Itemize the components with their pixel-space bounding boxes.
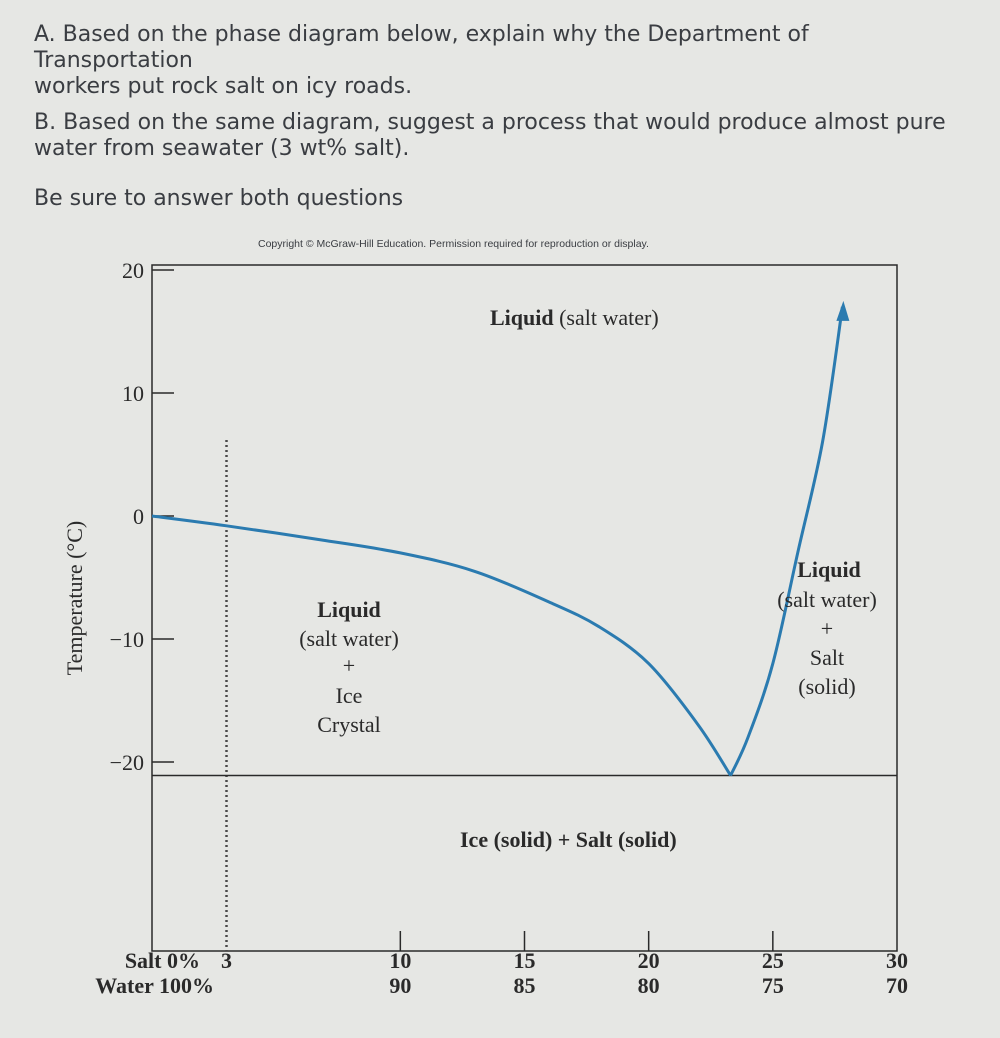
region-liquid-ice-line4: Ice <box>336 683 363 708</box>
region-liquid-salt-line1: Liquid <box>797 557 861 582</box>
question-b-line2: water from seawater (3 wt% salt). <box>34 136 410 161</box>
region-liquid-salt-line3: + <box>821 616 833 641</box>
x-tick-water-label-0: Water 100% <box>95 973 214 998</box>
question-a-line2: workers put rock salt on icy roads. <box>34 74 413 99</box>
region-liquid-ice-line1: Liquid <box>317 597 381 622</box>
y-tick-label-0: 20 <box>122 258 144 283</box>
region-liquid-top: Liquid (salt water) <box>490 305 659 330</box>
x-tick-water-label-6: 70 <box>886 973 908 998</box>
plot-marks <box>151 300 897 951</box>
x-tick-water-label-2: 90 <box>389 973 411 998</box>
copyright-notice: Copyright © McGraw-Hill Education. Permi… <box>258 238 649 250</box>
region-liquid-ice-line3: + <box>343 653 355 678</box>
liquidus-curve-1 <box>729 306 844 777</box>
curve-arrowhead <box>836 300 850 321</box>
x-tick-salt-label-5: 25 <box>762 948 784 973</box>
region-liquid-salt-line5: (solid) <box>798 674 855 699</box>
region-liquid-salt-line4: Salt <box>810 645 844 670</box>
x-tick-salt-label-3: 15 <box>514 948 536 973</box>
y-axis-title: Temperature (°C) <box>62 521 87 675</box>
x-tick-salt-label-1: 3 <box>221 948 232 973</box>
question-a-line1: A. Based on the phase diagram below, exp… <box>34 22 809 73</box>
y-tick-label-4: −20 <box>110 750 144 775</box>
y-tick-label-1: 10 <box>122 381 144 406</box>
x-tick-salt-label-2: 10 <box>389 948 411 973</box>
x-tick-salt-label-4: 20 <box>638 948 660 973</box>
region-liquid-salt: Liquid (salt water) + Salt (solid) <box>777 557 877 699</box>
x-tick-water-label-5: 75 <box>762 973 784 998</box>
question-a: A. Based on the phase diagram below, exp… <box>34 22 964 100</box>
region-liquid-ice: Liquid (salt water) + Ice Crystal <box>299 597 399 737</box>
question-b-line1: B. Based on the same diagram, suggest a … <box>34 110 946 135</box>
region-liquid-top-normal: (salt water) <box>554 305 659 330</box>
x-tick-salt-label-0: Salt 0% <box>125 948 200 973</box>
x-tick-water-label-3: 85 <box>514 973 536 998</box>
question-b: B. Based on the same diagram, suggest a … <box>34 110 964 162</box>
region-liquid-salt-line2: (salt water) <box>777 587 877 612</box>
answer-reminder: Be sure to answer both questions <box>34 186 404 211</box>
region-liquid-top-bold: Liquid <box>490 305 554 330</box>
liquidus-curve-0 <box>151 514 732 777</box>
region-liquid-ice-line2: (salt water) <box>299 626 399 651</box>
x-tick-salt-label-6: 30 <box>886 948 908 973</box>
y-axis: 20 10 0 −10 −20 <box>110 258 174 775</box>
y-tick-label-3: −10 <box>110 627 144 652</box>
region-solid: Ice (solid) + Salt (solid) <box>460 827 677 852</box>
x-tick-water-label-4: 80 <box>638 973 660 998</box>
y-tick-label-2: 0 <box>133 504 144 529</box>
region-liquid-ice-line5: Crystal <box>317 712 381 737</box>
